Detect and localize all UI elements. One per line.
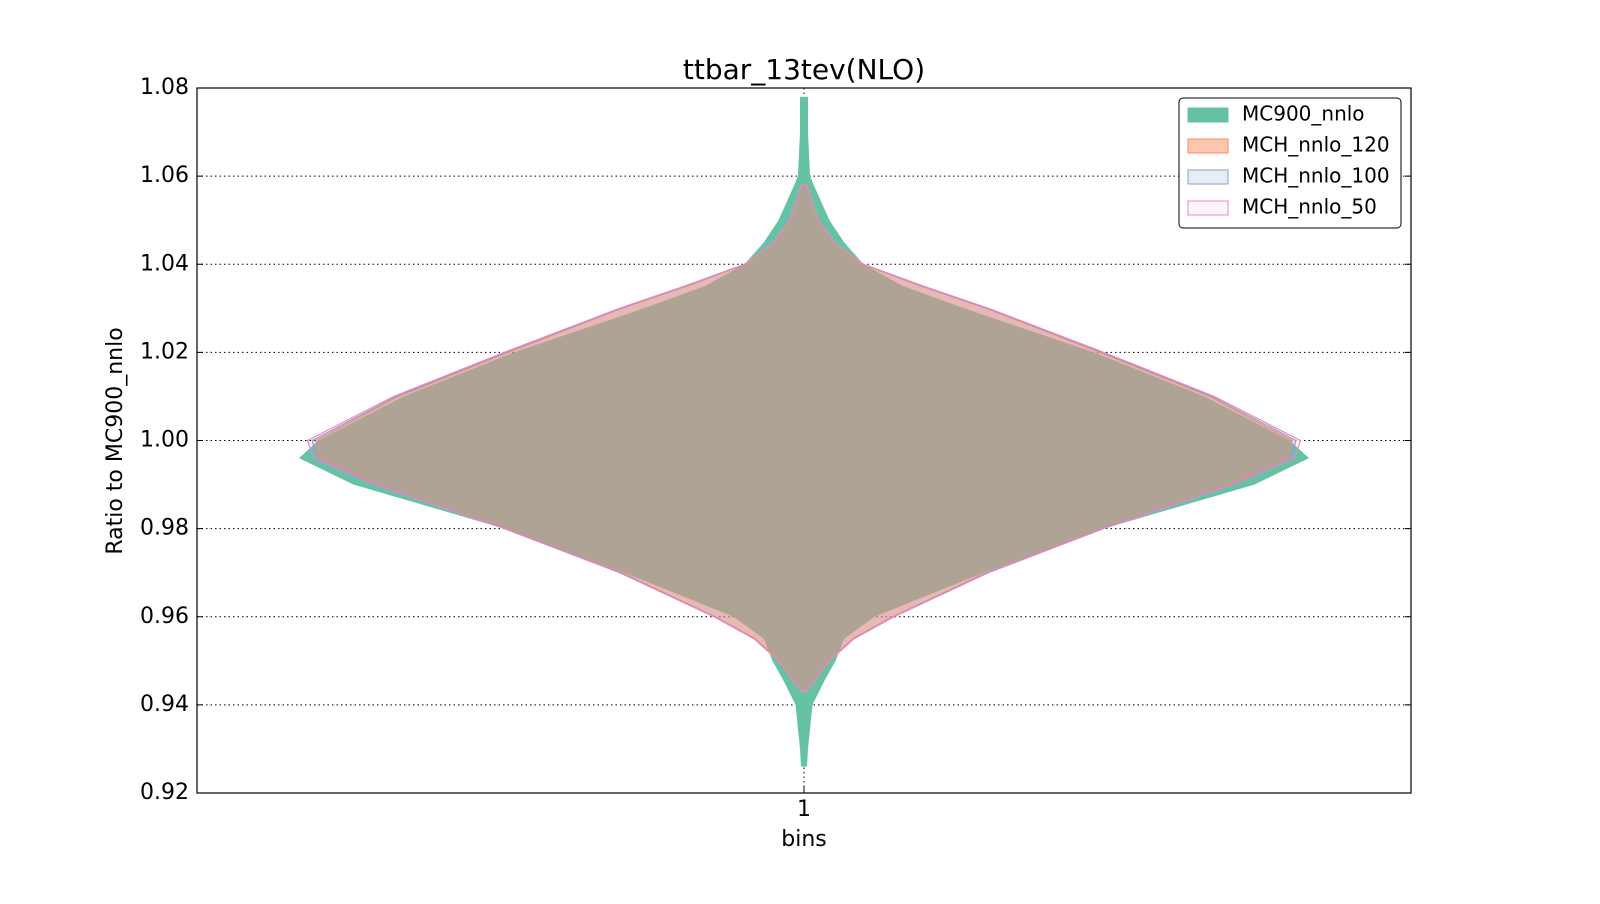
violin-half bbox=[803, 184, 1302, 693]
legend-label: MCH_nnlo_100 bbox=[1242, 164, 1390, 188]
legend-label: MCH_nnlo_120 bbox=[1242, 133, 1390, 157]
legend-box bbox=[1178, 97, 1402, 229]
y-tick-label: 0.96 bbox=[140, 604, 189, 629]
y-tick-label: 0.94 bbox=[140, 692, 189, 717]
y-tick-label: 1.00 bbox=[140, 428, 189, 453]
y-tick-label: 1.08 bbox=[140, 75, 189, 100]
chart-title: ttbar_13tev(NLO) bbox=[683, 53, 925, 86]
plot-frame bbox=[196, 87, 1412, 794]
legend: MC900_nnlo MCH_nnlo_120 MCH_nnlo_100 MCH_nn… bbox=[1178, 97, 1402, 229]
x-axis-label: bins bbox=[781, 827, 826, 852]
y-axis-label: Ratio to MC900_nnlo bbox=[103, 327, 128, 554]
y-tick-label: 1.06 bbox=[140, 163, 189, 188]
y-tick-label: 0.92 bbox=[140, 780, 189, 805]
y-tick-label: 1.04 bbox=[140, 251, 189, 276]
violin-half bbox=[306, 184, 805, 693]
legend-swatch bbox=[1187, 138, 1229, 154]
legend-swatch bbox=[1187, 107, 1229, 123]
legend-label: MCH_nnlo_50 bbox=[1242, 195, 1377, 219]
legend-swatch bbox=[1187, 169, 1229, 185]
legend-swatch bbox=[1187, 200, 1229, 216]
x-tick-label: 1 bbox=[797, 797, 811, 822]
y-tick-label: 1.02 bbox=[140, 339, 189, 364]
y-tick-label: 0.98 bbox=[140, 516, 189, 541]
legend-label: MC900_nnlo bbox=[1242, 102, 1365, 126]
